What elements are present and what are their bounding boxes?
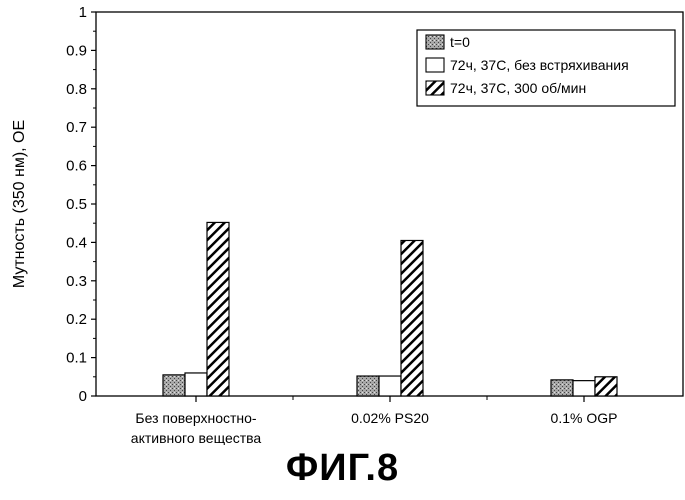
- bar: [551, 380, 573, 396]
- legend-label: 72ч, 37C, без встряхивания: [450, 57, 629, 73]
- y-tick-label: 0.6: [66, 158, 87, 175]
- legend-swatch: [426, 81, 444, 95]
- y-tick-label: 0.7: [66, 119, 87, 136]
- y-tick-label: 0: [79, 388, 87, 405]
- legend-swatch: [426, 58, 444, 72]
- x-category-label: 0.1% OGP: [551, 410, 618, 426]
- bar: [185, 373, 207, 396]
- bar: [573, 381, 595, 396]
- legend-label: t=0: [450, 34, 470, 50]
- legend-swatch: [426, 35, 444, 49]
- legend: t=0 72ч, 37C, без встряхивания 72ч, 37C, 3…: [417, 30, 675, 106]
- y-tick-label: 0.2: [66, 311, 87, 328]
- bar: [207, 222, 229, 396]
- bar: [401, 240, 423, 396]
- legend-label: 72ч, 37C, 300 об/мин: [450, 80, 586, 96]
- y-tick-label: 0.4: [66, 234, 87, 251]
- y-tick-label: 0.9: [66, 42, 87, 59]
- y-tick-label: 0.5: [66, 196, 87, 213]
- y-tick-label: 0.3: [66, 273, 87, 290]
- y-tick-label: 0.8: [66, 81, 87, 98]
- x-category-label: 0.02% PS20: [351, 410, 429, 426]
- y-tick-label: 1: [79, 4, 87, 21]
- y-tick-label: 0.1: [66, 350, 87, 367]
- x-category-label: Без поверхностно-: [135, 410, 256, 426]
- bars: [163, 222, 617, 396]
- bar: [357, 376, 379, 396]
- y-axis-title: Мутность (350 нм), OE: [11, 120, 28, 288]
- bar: [379, 376, 401, 396]
- figure-caption: ФИГ.8: [0, 447, 685, 490]
- bar-chart: 0 0.1 0.2 0.3 0.4 0.5 0.6 0.7 0.8 0.9 1 Мутность (3…: [0, 0, 685, 445]
- bar: [595, 377, 617, 396]
- x-category-label: активного вещества: [131, 430, 262, 445]
- bar: [163, 375, 185, 396]
